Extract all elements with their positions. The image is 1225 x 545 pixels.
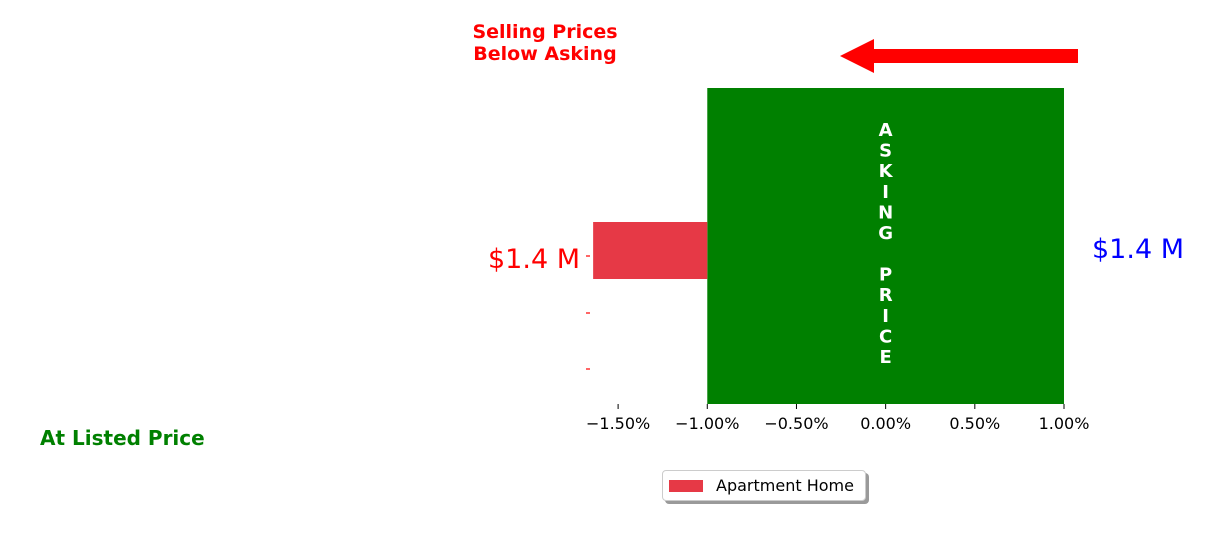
legend-swatch xyxy=(669,479,703,492)
asking-price-letter: E xyxy=(879,347,891,368)
asking-price-letter: S xyxy=(879,141,892,162)
asking-price-letter: G xyxy=(878,223,893,244)
x-tick-label: 0.00% xyxy=(860,414,911,433)
legend-label: Apartment Home xyxy=(716,476,854,495)
asking-price-letter: C xyxy=(879,326,892,347)
asking-price-letter: A xyxy=(879,120,893,141)
x-tick-label: −1.50% xyxy=(586,414,650,433)
x-tick-label: −0.50% xyxy=(764,414,828,433)
asking-price-letter: P xyxy=(879,265,892,286)
asking-price-letter: K xyxy=(879,161,894,182)
x-tick-label: 0.50% xyxy=(949,414,1000,433)
asking-price-letter: N xyxy=(878,202,893,223)
selling-below-line2: Below Asking xyxy=(473,43,617,65)
x-tick-label: 1.00% xyxy=(1039,414,1090,433)
bar xyxy=(593,222,708,279)
selling-below-asking-annotation: Selling Prices Below Asking xyxy=(445,21,645,65)
below-asking-arrow xyxy=(840,39,1078,73)
asking-price-letter: R xyxy=(879,285,893,306)
x-tick-label: −1.00% xyxy=(675,414,739,433)
asking-price-letter: I xyxy=(882,306,889,327)
legend: Apartment Home xyxy=(662,470,866,501)
at-listed-price-annotation: At Listed Price xyxy=(40,426,205,450)
asking-price-value-label: $1.4 M xyxy=(1092,234,1184,265)
asking-price-letter: I xyxy=(882,182,889,203)
selling-below-line1: Selling Prices xyxy=(472,21,618,43)
bar-value-label: $1.4 M xyxy=(488,244,580,275)
asking-price-band xyxy=(707,88,1064,404)
